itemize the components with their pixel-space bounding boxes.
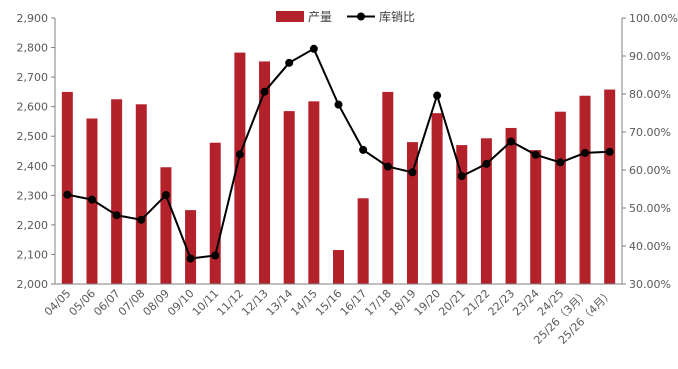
point-inventory-ratio xyxy=(531,150,540,159)
right-tick-label: 90.00% xyxy=(629,50,671,63)
point-inventory-ratio xyxy=(482,159,491,168)
left-axis: 2,000 2,100 2,200 2,300 2,400 2,500 2,600 2,700… xyxy=(17,12,56,291)
point-inventory-ratio xyxy=(507,137,516,146)
left-tick-label: 2,200 xyxy=(17,219,49,232)
point-inventory-ratio xyxy=(260,87,269,96)
right-tick-label: 40.00% xyxy=(629,240,671,253)
bar-production xyxy=(185,210,197,284)
bar-production xyxy=(333,250,344,284)
left-tick-label: 2,800 xyxy=(17,42,49,55)
x-tick-label: 07/08 xyxy=(116,287,148,319)
left-tick-label: 2,100 xyxy=(17,248,49,261)
point-inventory-ratio xyxy=(63,190,72,199)
x-tick-label: 11/12 xyxy=(214,287,246,319)
bar-production xyxy=(61,91,73,284)
left-tick-label: 2,600 xyxy=(17,101,49,114)
right-tick-label: 60.00% xyxy=(629,164,671,177)
x-tick-label: 16/17 xyxy=(338,287,370,319)
left-tick-label: 2,900 xyxy=(17,12,49,25)
right-tick-label: 80.00% xyxy=(629,88,671,101)
bar-production xyxy=(406,142,418,284)
right-tick-label: 30.00% xyxy=(629,278,671,291)
point-inventory-ratio xyxy=(605,147,614,156)
point-inventory-ratio xyxy=(87,195,96,204)
bar-production xyxy=(234,52,246,284)
legend-label-production: 产量 xyxy=(308,10,332,24)
legend-swatch-production xyxy=(276,11,304,22)
point-inventory-ratio xyxy=(383,162,392,171)
bar-production xyxy=(209,142,221,284)
point-inventory-ratio xyxy=(334,100,343,109)
bar-production xyxy=(530,150,542,284)
x-tick-label: 12/13 xyxy=(239,287,271,319)
x-tick-label: 09/10 xyxy=(165,287,197,319)
x-tick-label: 06/07 xyxy=(91,287,123,319)
right-axis: 30.00% 40.00% 50.00% 60.00% 70.00% 80.00% 90.0… xyxy=(621,12,678,291)
legend: 产量 库销比 xyxy=(276,9,415,24)
point-inventory-ratio xyxy=(285,58,294,67)
point-inventory-ratio xyxy=(556,158,565,167)
bar-production xyxy=(554,111,566,285)
line-inventory-ratio xyxy=(67,47,610,260)
point-inventory-ratio xyxy=(359,145,368,154)
bar-production xyxy=(579,95,591,284)
point-inventory-ratio xyxy=(235,150,244,159)
bar-production xyxy=(456,145,468,284)
x-tick-label: 04/05 xyxy=(42,287,74,319)
left-tick-label: 2,400 xyxy=(17,160,49,173)
x-tick-label: 23/24 xyxy=(510,287,542,319)
legend-label-inventory-ratio: 库销比 xyxy=(379,9,415,24)
point-inventory-ratio xyxy=(161,191,170,200)
point-inventory-ratio xyxy=(581,148,590,157)
point-inventory-ratio xyxy=(309,44,318,53)
right-tick-label: 70.00% xyxy=(629,126,671,139)
point-inventory-ratio xyxy=(433,91,442,100)
bar-production xyxy=(283,111,295,284)
bar-production xyxy=(505,127,517,285)
bar-production xyxy=(111,99,123,285)
x-tick-label: 13/14 xyxy=(264,287,296,319)
left-tick-label: 2,000 xyxy=(17,278,49,291)
bar-series-production xyxy=(61,52,616,285)
point-inventory-ratio xyxy=(186,254,195,263)
legend-marker-inventory-ratio xyxy=(357,12,365,21)
line-series-inventory-ratio xyxy=(63,44,614,263)
x-tick-label: 14/15 xyxy=(288,287,320,319)
x-tick-label: 10/11 xyxy=(190,287,222,319)
bar-production xyxy=(431,113,443,285)
right-tick-label: 50.00% xyxy=(629,202,671,215)
point-inventory-ratio xyxy=(457,172,466,181)
bar-production xyxy=(135,104,147,285)
bar-production xyxy=(382,91,394,284)
x-axis: 04/0505/0606/0707/0808/0909/1010/1111/12… xyxy=(42,283,622,347)
x-tick-label: 21/22 xyxy=(461,287,493,319)
bar-production xyxy=(259,61,271,284)
point-inventory-ratio xyxy=(112,211,121,220)
x-tick-label: 19/20 xyxy=(412,287,444,319)
point-inventory-ratio xyxy=(408,168,417,177)
x-tick-label: 18/19 xyxy=(387,287,419,319)
x-tick-label: 08/09 xyxy=(140,287,172,319)
x-tick-label: 20/21 xyxy=(436,287,468,319)
point-inventory-ratio xyxy=(211,251,220,260)
bar-production xyxy=(357,198,369,284)
left-tick-label: 2,300 xyxy=(17,189,49,202)
bar-production xyxy=(308,101,320,284)
point-inventory-ratio xyxy=(137,215,146,224)
x-tick-label: 22/23 xyxy=(486,287,518,319)
x-tick-label: 15/16 xyxy=(313,287,345,319)
left-tick-label: 2,500 xyxy=(17,130,49,143)
x-tick-label: 05/06 xyxy=(66,287,98,319)
bar-production xyxy=(604,89,616,284)
bar-production xyxy=(480,138,492,284)
left-tick-label: 2,700 xyxy=(17,71,49,84)
bar-production xyxy=(160,167,172,284)
x-tick-label: 17/18 xyxy=(362,287,394,319)
right-tick-label: 100.00% xyxy=(629,12,678,25)
